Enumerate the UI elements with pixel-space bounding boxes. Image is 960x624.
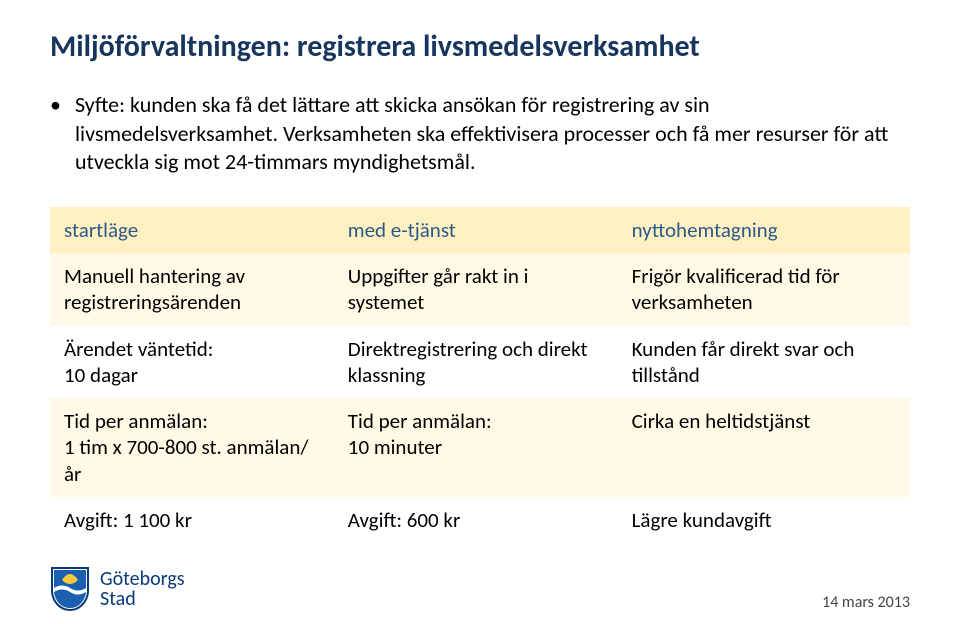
- slide: Miljöförvaltningen: registrera livsmedel…: [0, 0, 960, 624]
- logo: Göteborgs Stad: [50, 566, 185, 612]
- table-cell: Ärendet väntetid:10 dagar: [50, 326, 334, 399]
- table-cell: Cirka en heltidstjänst: [618, 398, 910, 497]
- bullet-dot-icon: •: [50, 91, 61, 119]
- table-cell: Frigör kvalificerad tid för verksamheten: [618, 253, 910, 326]
- table-header-cell: nyttohemtagning: [618, 207, 910, 253]
- table-cell: Avgift: 1 100 kr: [50, 497, 334, 543]
- table-cell: Tid per anmälan:10 minuter: [334, 398, 618, 497]
- bullet-text: Syfte: kunden ska få det lättare att ski…: [75, 91, 895, 177]
- table-cell: Avgift: 600 kr: [334, 497, 618, 543]
- table-row: Avgift: 1 100 kr Avgift: 600 kr Lägre ku…: [50, 497, 910, 543]
- table-cell: Kunden får direkt svar och tillstånd: [618, 326, 910, 399]
- table-header-cell: startläge: [50, 207, 334, 253]
- table-cell: Uppgifter går rakt in i systemet: [334, 253, 618, 326]
- city-crest-icon: [50, 566, 90, 612]
- table-header-row: startläge med e-tjänst nyttohemtagning: [50, 207, 910, 253]
- footer-date: 14 mars 2013: [822, 593, 910, 612]
- logo-text-line2: Stad: [100, 589, 185, 609]
- page-title: Miljöförvaltningen: registrera livsmedel…: [50, 28, 910, 65]
- table-cell: Manuell hantering av registreringsärende…: [50, 253, 334, 326]
- footer: Göteborgs Stad 14 mars 2013: [50, 566, 910, 612]
- table-row: Manuell hantering av registreringsärende…: [50, 253, 910, 326]
- logo-text-line1: Göteborgs: [100, 569, 185, 589]
- comparison-table: startläge med e-tjänst nyttohemtagning M…: [50, 207, 910, 543]
- table-cell: Tid per anmälan:1 tim x 700-800 st. anmä…: [50, 398, 334, 497]
- table-row: Ärendet väntetid:10 dagar Direktregistre…: [50, 326, 910, 399]
- table-header-cell: med e-tjänst: [334, 207, 618, 253]
- table-cell: Direktregistrering och direkt klassning: [334, 326, 618, 399]
- table-row: Tid per anmälan:1 tim x 700-800 st. anmä…: [50, 398, 910, 497]
- logo-text: Göteborgs Stad: [100, 569, 185, 609]
- bullet-item: • Syfte: kunden ska få det lättare att s…: [50, 91, 910, 177]
- table-cell: Lägre kundavgift: [618, 497, 910, 543]
